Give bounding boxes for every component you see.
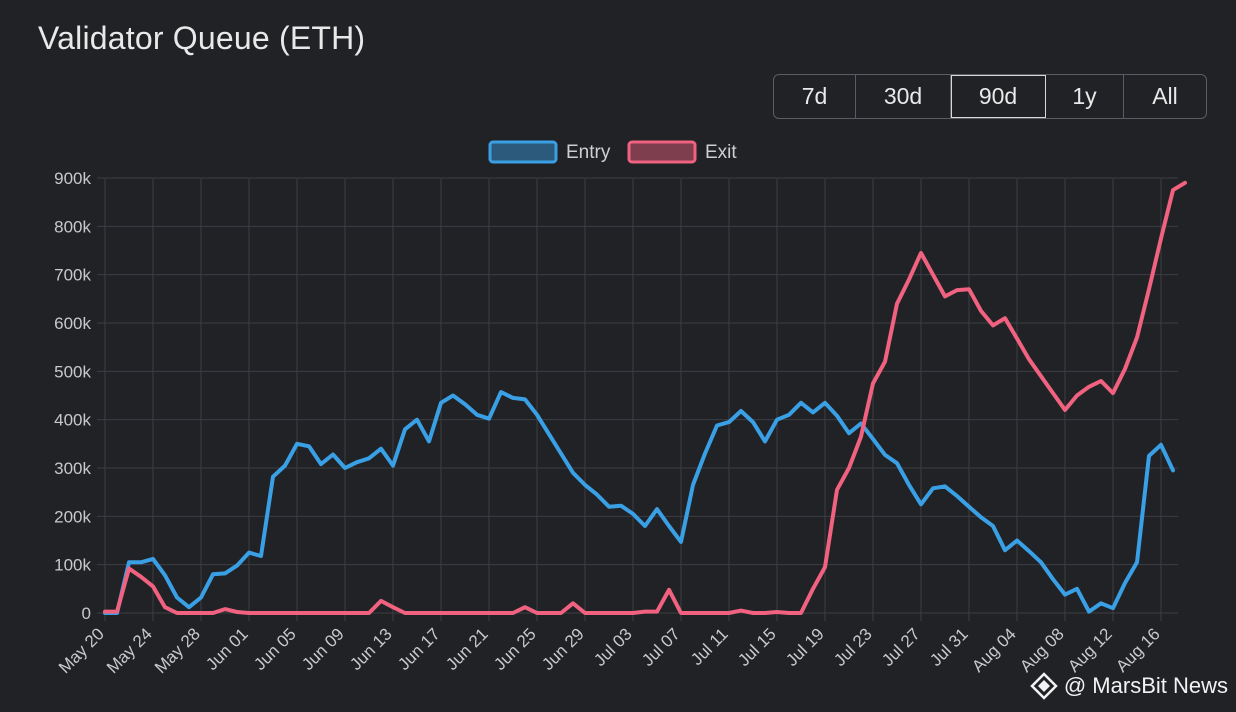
x-tick-label: Jul 23 bbox=[830, 624, 876, 670]
legend-label-exit: Exit bbox=[705, 142, 737, 163]
x-tick-label: May 20 bbox=[55, 624, 108, 677]
x-tick-label: May 24 bbox=[103, 624, 156, 677]
x-tick-label: Jul 19 bbox=[782, 624, 828, 670]
x-tick-label: Jul 11 bbox=[687, 624, 732, 669]
series-line-exit bbox=[103, 180, 1187, 615]
legend: Entry Exit bbox=[488, 140, 737, 164]
y-axis: 0 100k 200k 300k 400k 500k 600k 700k 800k 900k bbox=[54, 169, 91, 623]
x-tick-label: Jun 29 bbox=[538, 624, 588, 674]
y-tick-label: 200k bbox=[54, 507, 91, 526]
watermark: @ MarsBit News bbox=[1030, 672, 1228, 700]
range-7d-button[interactable]: 7d bbox=[774, 75, 856, 118]
x-tick-label: Jun 13 bbox=[346, 624, 396, 674]
series-lines bbox=[103, 180, 1187, 615]
marsbit-logo-icon bbox=[1030, 672, 1058, 700]
y-tick-label: 500k bbox=[54, 362, 91, 381]
range-90d-button[interactable]: 90d bbox=[951, 75, 1046, 118]
x-tick-label: Aug 08 bbox=[1016, 624, 1068, 676]
x-tick-label: Jul 03 bbox=[590, 624, 636, 670]
y-tick-label: 300k bbox=[54, 459, 91, 478]
y-tick-label: 600k bbox=[54, 314, 91, 333]
x-tick-label: Jun 21 bbox=[442, 624, 492, 674]
legend-item-exit[interactable]: Exit bbox=[627, 140, 737, 164]
x-tick-label: Jun 05 bbox=[250, 624, 300, 674]
x-tick-label: Aug 16 bbox=[1112, 624, 1164, 676]
x-tick-label: Jul 27 bbox=[878, 624, 924, 670]
y-tick-label: 700k bbox=[54, 266, 91, 285]
y-tick-label: 900k bbox=[54, 169, 91, 188]
line-chart: Entry Exit 0 100k 200k 300k 400k 500k 600k 700k… bbox=[54, 140, 1187, 677]
x-tick-label: Jul 07 bbox=[638, 624, 684, 670]
x-tick-label: Aug 04 bbox=[968, 624, 1020, 676]
time-range-selector: 7d 30d 90d 1y All bbox=[773, 74, 1207, 119]
x-tick-label: May 28 bbox=[151, 624, 204, 677]
range-30d-button[interactable]: 30d bbox=[856, 75, 951, 118]
legend-item-entry[interactable]: Entry bbox=[488, 140, 611, 164]
watermark-text: @ MarsBit News bbox=[1063, 673, 1228, 698]
range-1y-button[interactable]: 1y bbox=[1046, 75, 1124, 118]
x-tick-label: Aug 12 bbox=[1064, 624, 1116, 676]
legend-swatch-entry bbox=[488, 140, 558, 164]
y-tick-label: 400k bbox=[54, 411, 91, 430]
x-tick-label: Jun 25 bbox=[490, 624, 540, 674]
chart-title: Validator Queue (ETH) bbox=[38, 20, 366, 56]
y-tick-label: 100k bbox=[54, 556, 91, 575]
x-tick-label: Jun 01 bbox=[202, 624, 252, 674]
legend-swatch-exit bbox=[627, 140, 697, 164]
range-all-button[interactable]: All bbox=[1152, 83, 1178, 109]
series-line-entry bbox=[103, 390, 1175, 615]
x-tick-label: Jun 17 bbox=[394, 624, 444, 674]
y-tick-label: 0 bbox=[82, 604, 91, 623]
x-tick-label: Jul 31 bbox=[926, 624, 972, 670]
chart-grid bbox=[97, 177, 1178, 621]
y-tick-label: 800k bbox=[54, 217, 91, 236]
x-tick-label: Jul 15 bbox=[734, 624, 780, 670]
x-tick-label: Jun 09 bbox=[298, 624, 348, 674]
legend-label-entry: Entry bbox=[566, 142, 611, 163]
